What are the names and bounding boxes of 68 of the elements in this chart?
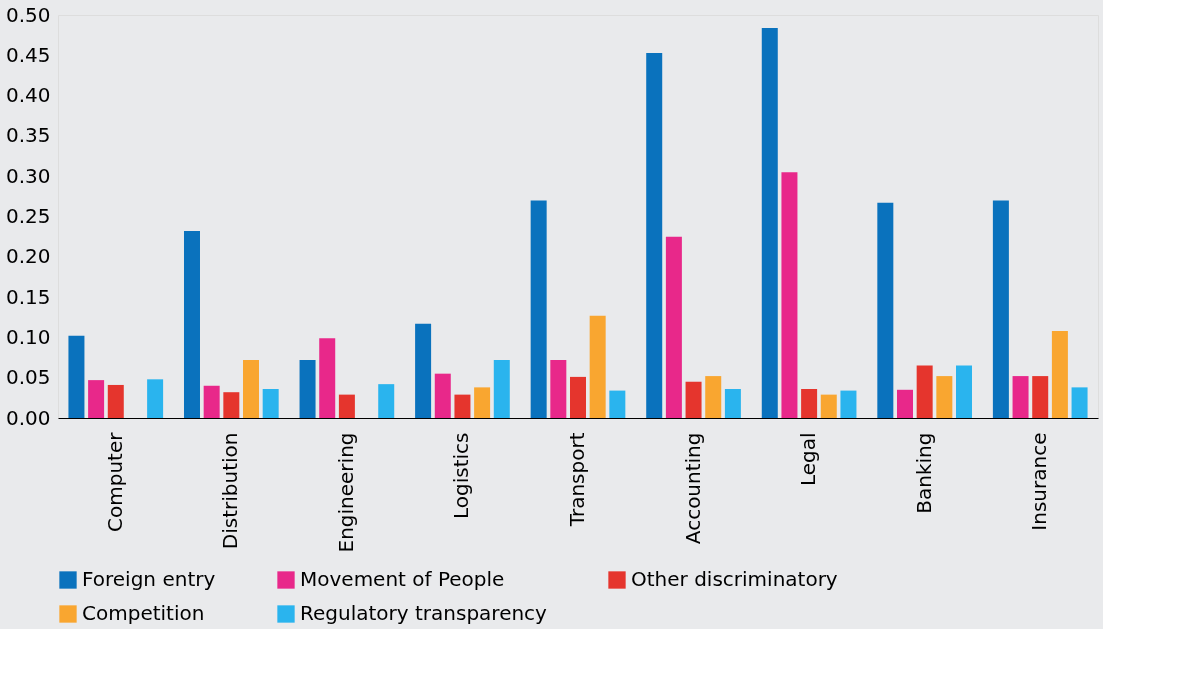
y-tick-label: 0.35 (5, 123, 51, 148)
y-tick-label: 0.50 (5, 2, 51, 27)
y-tick-label: 0.15 (5, 284, 51, 309)
y-tick-label: 0.05 (5, 365, 51, 390)
bar (781, 172, 798, 418)
bar (705, 376, 722, 418)
x-tick-label: Accounting (680, 432, 705, 545)
bar (665, 236, 682, 418)
bar (840, 390, 857, 418)
bar (530, 200, 547, 418)
y-tick-label: 0.00 (5, 405, 51, 430)
y-tick-label: 0.10 (5, 324, 51, 349)
bar (820, 394, 837, 418)
y-tick-label: 0.25 (5, 204, 51, 228)
x-tick-label: Insurance (1027, 432, 1052, 531)
y-tick-label: 0.20 (5, 244, 51, 269)
bar (88, 380, 105, 418)
bar (243, 359, 259, 418)
bar (262, 388, 279, 418)
x-tick-label: Computer (102, 431, 127, 532)
bar (1071, 387, 1088, 418)
bar (1012, 376, 1029, 418)
bar (936, 376, 953, 418)
legend-label: Foreign entry (82, 567, 216, 591)
bar (550, 359, 567, 418)
bar (434, 373, 451, 418)
bar (474, 387, 491, 418)
x-tick-label: Logistics (449, 432, 474, 520)
y-tick-label: 0.30 (5, 163, 51, 188)
bar (589, 315, 606, 418)
bar (184, 231, 200, 418)
bar (877, 202, 894, 418)
x-tick-label: Distribution (218, 432, 243, 550)
x-tick-label: Legal (796, 432, 821, 487)
legend-label: Movement of People (300, 567, 505, 591)
bar (454, 394, 471, 418)
bar (916, 365, 933, 418)
bar (646, 52, 663, 418)
bar (319, 338, 336, 418)
bar (415, 323, 432, 418)
bar (570, 376, 586, 418)
bar (338, 394, 355, 418)
bar (107, 384, 124, 418)
bar (378, 384, 395, 418)
bar (203, 385, 220, 418)
bar (299, 359, 316, 418)
bar (992, 200, 1009, 418)
bar (685, 381, 702, 418)
x-tick-label: Transport (565, 432, 589, 528)
y-tick-label: 0.40 (5, 83, 51, 108)
y-tick-label: 0.45 (5, 42, 51, 67)
bar (761, 27, 778, 418)
bar (147, 379, 164, 418)
bar (609, 390, 626, 418)
legend-label: Competition (82, 601, 205, 625)
x-tick-label: Engineering (333, 432, 358, 553)
bar (801, 388, 818, 418)
legend-label: Regulatory transparency (300, 601, 548, 625)
bar (897, 389, 913, 418)
bar (68, 335, 85, 418)
bar (493, 359, 510, 418)
x-tick-label: Banking (911, 432, 936, 514)
bar (724, 388, 741, 418)
bar (1032, 376, 1049, 418)
bar (1051, 330, 1068, 418)
bar (223, 392, 240, 418)
bar (956, 365, 972, 418)
legend-label: Other discriminatory (631, 567, 838, 591)
